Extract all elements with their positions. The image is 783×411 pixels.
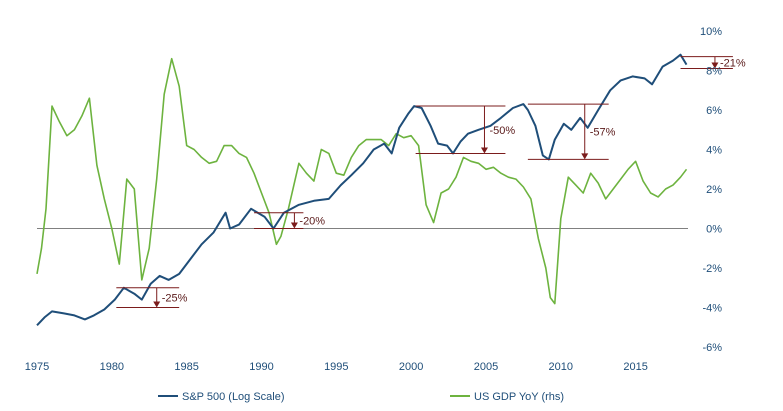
legend-item: S&P 500 (Log Scale) <box>158 391 285 403</box>
x-tick-label: 1985 <box>174 361 198 373</box>
drawdown-label: -57% <box>590 127 616 139</box>
drawdown-arrow-head <box>290 222 298 229</box>
drawdown-2: -20% <box>254 212 325 229</box>
y2-tick-label: 8% <box>706 66 722 78</box>
drawdown-arrow-head <box>153 301 161 308</box>
legend-label: S&P 500 (Log Scale) <box>182 391 285 403</box>
y2-axis: 10% 8% 6% 4% 2% 0% -2% -4% -6% <box>700 26 722 354</box>
x-tick-label: 1990 <box>249 361 273 373</box>
x-tick-label: 2005 <box>474 361 498 373</box>
y2-tick-label: 6% <box>706 105 722 117</box>
y2-tick-label: -6% <box>702 342 722 354</box>
drawdown-annotations: -25% -20% -50% -57% -21% <box>116 56 746 308</box>
drawdown-arrow-head <box>581 153 589 160</box>
y2-tick-label: 0% <box>706 224 722 236</box>
y2-tick-label: 4% <box>706 145 722 157</box>
x-axis: 1975 1980 1985 1990 1995 2000 2005 2010 2015 <box>25 361 648 373</box>
x-tick-label: 1995 <box>324 361 348 373</box>
y2-tick-label: 10% <box>700 26 722 38</box>
legend: S&P 500 (Log Scale) US GDP YoY (rhs) <box>158 391 564 403</box>
x-tick-label: 2015 <box>623 361 647 373</box>
drawdown-1: -25% <box>116 287 188 308</box>
series-layer <box>36 53 688 326</box>
legend-label: US GDP YoY (rhs) <box>474 391 564 403</box>
drawdown-label: -21% <box>720 58 746 70</box>
legend-item: US GDP YoY (rhs) <box>450 391 564 403</box>
y2-tick-label: 2% <box>706 184 722 196</box>
drawdown-label: -50% <box>489 125 515 137</box>
drawdown-arrow-head <box>480 147 488 154</box>
drawdown-3: -50% <box>415 105 515 154</box>
drawdown-label: -20% <box>299 216 325 228</box>
drawdown-arrow-head <box>711 62 719 69</box>
y2-tick-label: -2% <box>702 263 722 275</box>
x-tick-label: 2010 <box>549 361 573 373</box>
x-tick-label: 1975 <box>25 361 49 373</box>
drawdown-label: -25% <box>162 293 188 305</box>
y2-tick-label: -4% <box>702 303 722 315</box>
gdp-line <box>36 57 688 305</box>
drawdown-4: -57% <box>527 103 616 160</box>
x-tick-label: 1980 <box>100 361 124 373</box>
drawdown-5: -21% <box>680 56 746 70</box>
x-tick-label: 2000 <box>399 361 423 373</box>
